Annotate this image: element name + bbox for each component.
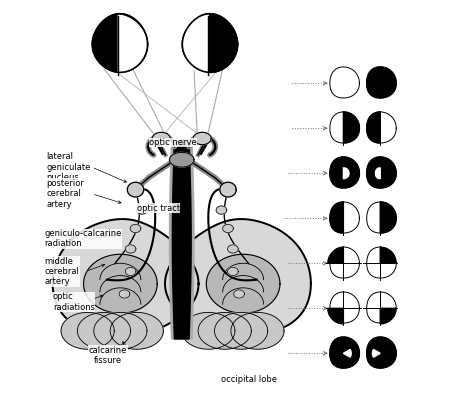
Polygon shape — [130, 225, 141, 233]
Polygon shape — [343, 349, 351, 357]
Polygon shape — [223, 225, 233, 233]
Polygon shape — [170, 140, 194, 339]
Polygon shape — [380, 202, 396, 233]
Polygon shape — [128, 182, 144, 197]
Polygon shape — [343, 168, 349, 179]
Polygon shape — [380, 248, 396, 263]
Polygon shape — [373, 349, 380, 357]
Polygon shape — [367, 202, 396, 233]
Text: calcarine
fissure: calcarine fissure — [89, 346, 128, 365]
Polygon shape — [125, 245, 136, 253]
Polygon shape — [330, 337, 359, 368]
Polygon shape — [330, 247, 359, 278]
Polygon shape — [170, 152, 194, 167]
Polygon shape — [330, 292, 359, 323]
Polygon shape — [343, 112, 359, 143]
Polygon shape — [110, 312, 164, 349]
Polygon shape — [118, 15, 146, 74]
Polygon shape — [330, 67, 359, 98]
Text: optic nerve: optic nerve — [149, 138, 197, 147]
Polygon shape — [92, 14, 147, 73]
Text: optic
radiations: optic radiations — [53, 293, 95, 312]
Polygon shape — [125, 267, 136, 276]
Polygon shape — [375, 168, 380, 179]
Polygon shape — [330, 202, 359, 233]
Polygon shape — [216, 206, 227, 214]
Polygon shape — [228, 245, 238, 253]
Polygon shape — [367, 67, 396, 98]
Polygon shape — [193, 132, 211, 145]
Text: geniculo-calcarine
radiation: geniculo-calcarine radiation — [45, 229, 122, 248]
Polygon shape — [206, 254, 280, 313]
Polygon shape — [61, 312, 114, 349]
Polygon shape — [367, 112, 380, 143]
Text: middle
cerebral
artery: middle cerebral artery — [45, 257, 80, 286]
Polygon shape — [220, 182, 236, 197]
Polygon shape — [367, 112, 396, 143]
Polygon shape — [77, 312, 131, 349]
Polygon shape — [173, 140, 191, 339]
Text: lateral
geniculate
nucleus: lateral geniculate nucleus — [47, 152, 91, 182]
Polygon shape — [83, 254, 157, 313]
Polygon shape — [330, 157, 359, 188]
Polygon shape — [367, 247, 396, 278]
Polygon shape — [198, 312, 251, 349]
Polygon shape — [231, 312, 284, 349]
Polygon shape — [182, 312, 235, 349]
Polygon shape — [182, 14, 237, 73]
Polygon shape — [367, 337, 396, 368]
Polygon shape — [328, 308, 343, 324]
Text: optic tract: optic tract — [137, 204, 180, 213]
Polygon shape — [330, 112, 359, 143]
Polygon shape — [228, 267, 238, 276]
Polygon shape — [234, 290, 245, 298]
Text: posterior
cerebral
artery: posterior cerebral artery — [47, 179, 84, 208]
Polygon shape — [165, 219, 311, 336]
Polygon shape — [94, 312, 147, 349]
Polygon shape — [330, 202, 343, 233]
Polygon shape — [53, 219, 199, 336]
Polygon shape — [137, 206, 147, 214]
Polygon shape — [183, 15, 209, 74]
Polygon shape — [152, 132, 170, 145]
Polygon shape — [119, 290, 130, 298]
Polygon shape — [367, 292, 396, 323]
Polygon shape — [380, 308, 396, 324]
Polygon shape — [367, 157, 396, 188]
Polygon shape — [215, 312, 268, 349]
Polygon shape — [328, 248, 343, 263]
Text: occipital lobe: occipital lobe — [221, 375, 277, 384]
